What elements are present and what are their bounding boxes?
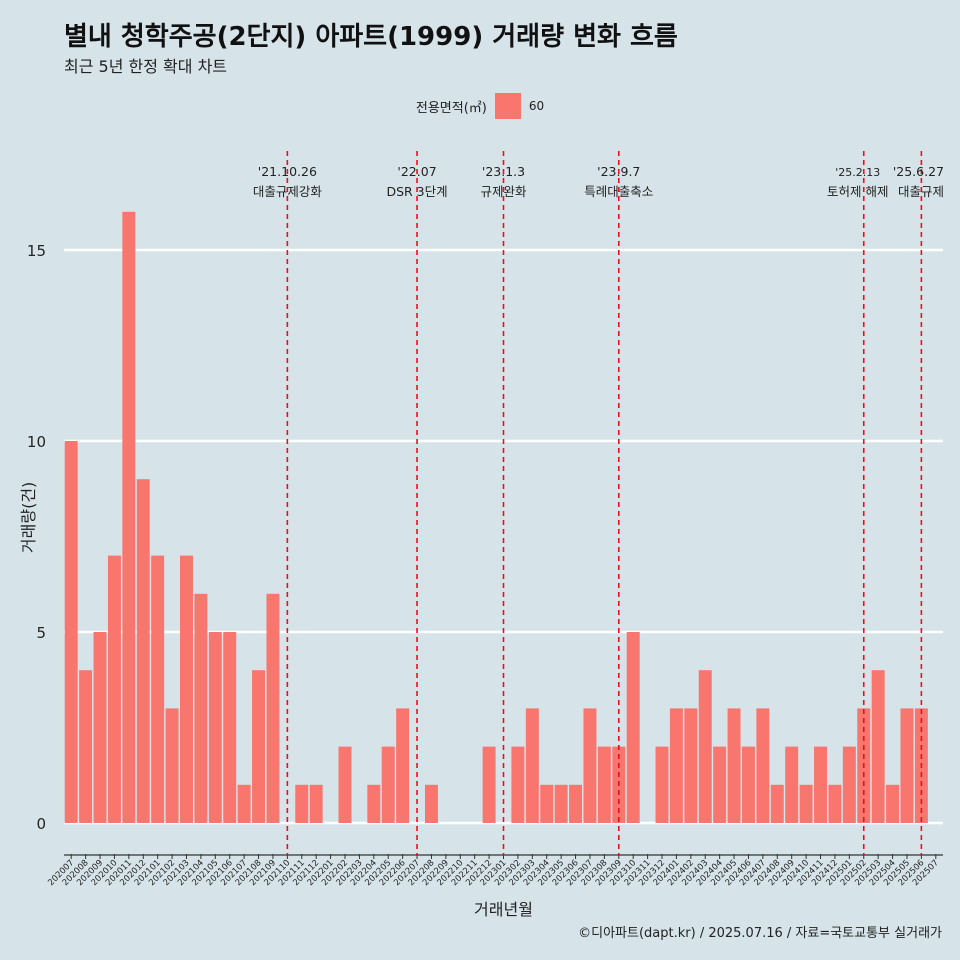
x-axis-title: 거래년월 <box>474 900 533 919</box>
bar-202406 <box>741 746 755 823</box>
bar-202109 <box>266 593 280 823</box>
legend: 전용면적(㎡) 60 <box>0 93 960 119</box>
bar-202303 <box>525 708 539 823</box>
bar-202102 <box>165 708 179 823</box>
bar-202107 <box>237 784 251 823</box>
legend-swatch-60 <box>494 93 521 119</box>
bar-202010 <box>107 555 121 823</box>
event-name-label: 대출규제 <box>898 184 944 199</box>
y-tick-label: 15 <box>27 242 46 260</box>
bar-202411 <box>814 746 827 823</box>
bar-202204 <box>367 784 381 823</box>
bar-202101 <box>151 555 165 823</box>
event-name-label: DSR 3단계 <box>386 184 447 199</box>
bar-202503 <box>871 670 885 823</box>
y-tick-labels: 0 5 10 15 <box>27 242 46 833</box>
bar-202505 <box>900 708 914 823</box>
bar-202011 <box>122 211 136 824</box>
y-tick-label: 10 <box>27 433 46 451</box>
bar-202012 <box>136 479 150 823</box>
bar-202412 <box>828 784 842 823</box>
event-name-label: 규제완화 <box>480 184 527 199</box>
bar-202407 <box>756 708 770 823</box>
event-annotations: '21.10.26 대출규제강화 '22.07 DSR 3단계 '23.1.3 규제완화 '… <box>253 151 944 855</box>
bar-202206 <box>396 708 410 823</box>
bar-202304 <box>540 784 554 823</box>
event-name-label: 대출규제강화 <box>253 184 323 199</box>
legend-item-60: 60 <box>528 99 545 113</box>
y-axis-title: 거래량(건) <box>19 482 38 553</box>
bar-202212 <box>482 746 496 823</box>
bar-202312 <box>655 746 669 823</box>
event-name-label: 특례대출축소 <box>584 184 653 199</box>
bars <box>64 211 928 824</box>
event-date-label: '23.9.7 <box>597 164 640 179</box>
bar-202106 <box>223 632 237 823</box>
source-caption: ©디아파트(dapt.kr) / 2025.07.16 / 자료=국토교통부 실… <box>578 926 942 941</box>
bar-202104 <box>194 593 208 823</box>
bar-202408 <box>770 784 784 823</box>
bar-202111 <box>295 784 309 823</box>
bar-202305 <box>554 784 568 823</box>
bar-202008 <box>79 670 93 823</box>
legend-title: 전용면적(㎡) <box>415 100 487 116</box>
bar-202205 <box>381 746 395 823</box>
bar-202302 <box>511 746 525 823</box>
event-date-label: '22.07 <box>397 164 436 179</box>
bar-202410 <box>799 784 813 823</box>
event-name-label: 토허제 해제 <box>827 184 888 199</box>
bar-202103 <box>180 555 193 823</box>
event-date-label: '23.1.3 <box>482 164 525 179</box>
bar-202404 <box>713 746 727 823</box>
bar-202504 <box>886 784 900 823</box>
bar-202112 <box>309 784 323 823</box>
bar-202405 <box>727 708 741 823</box>
bar-202409 <box>785 746 799 823</box>
bar-202202 <box>338 746 352 823</box>
bar-202306 <box>569 784 583 823</box>
bar-202307 <box>583 708 597 823</box>
bar-202108 <box>252 670 266 823</box>
x-axis: 2020072020082020092020102020112020122021… <box>46 854 943 888</box>
bar-202009 <box>93 632 107 823</box>
bar-202208 <box>424 784 438 823</box>
event-date-label: '25.2.13 <box>835 166 880 179</box>
bar-202402 <box>684 708 698 823</box>
y-tick-label: 0 <box>36 815 46 833</box>
event-date-label: '21.10.26 <box>258 164 317 179</box>
bar-202308 <box>597 746 611 823</box>
bar-202007 <box>64 441 78 823</box>
bar-202501 <box>842 746 856 823</box>
event-date-label: '25.6.27 <box>893 164 944 179</box>
bar-202310 <box>626 632 640 823</box>
chart-title: 별내 청학주공(2단지) 아파트(1999) 거래량 변화 흐름 <box>64 22 678 52</box>
bar-202401 <box>669 708 683 823</box>
bar-202403 <box>698 670 712 823</box>
y-tick-label: 5 <box>36 624 46 642</box>
bar-202105 <box>208 632 222 823</box>
chart-subtitle: 최근 5년 한정 확대 차트 <box>64 57 228 76</box>
